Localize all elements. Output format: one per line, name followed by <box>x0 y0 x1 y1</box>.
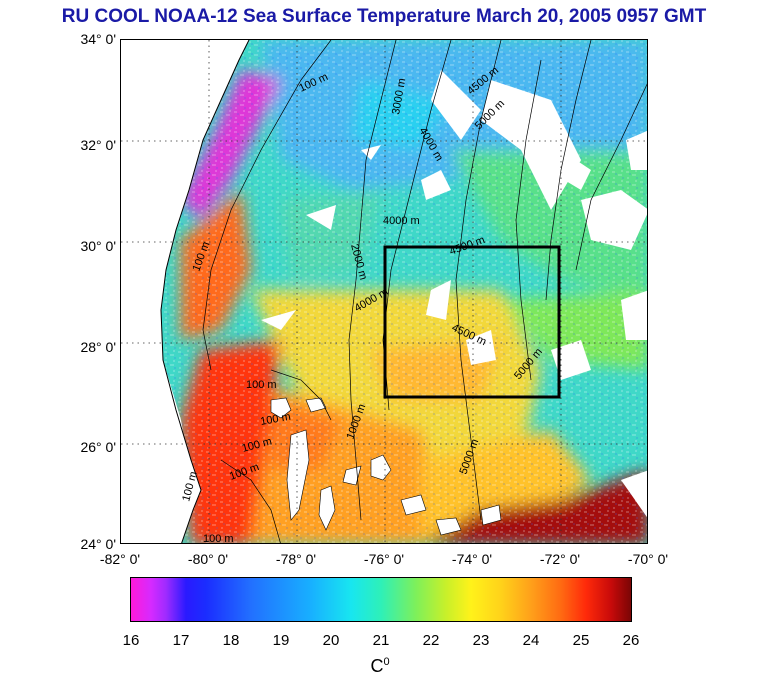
sst-map: 100 m 100 m 100 m 100 m 100 m 100 m 100 … <box>120 39 648 544</box>
lon-label-78: -78° 0' <box>275 551 317 567</box>
colorbar-tick-24: 24 <box>522 632 540 649</box>
colorbar-tick-16: 16 <box>122 632 140 649</box>
contour-label: 4000 m <box>383 215 420 227</box>
gulf-area <box>121 310 191 543</box>
map-title: RU COOL NOAA-12 Sea Surface Temperature … <box>61 6 707 27</box>
colorbar-unit-text: C <box>370 656 384 676</box>
cloud-patches <box>261 70 647 518</box>
lat-label-26: 26° 0' <box>80 439 116 455</box>
contour-label: 100 m <box>259 411 291 428</box>
colorbar-tick-21: 21 <box>372 632 390 649</box>
lon-label-74: -74° 0' <box>451 551 493 567</box>
study-area-box <box>383 245 561 399</box>
bahamas-islands <box>270 397 502 536</box>
lon-label-70: -70° 0' <box>627 551 669 567</box>
contour-label: 100 m <box>246 379 277 391</box>
colorbar-tick-22: 22 <box>422 632 440 649</box>
colorbar-unit: C0 <box>360 656 400 677</box>
lat-label-32: 32° 0' <box>80 137 116 153</box>
temperature-colorbar <box>130 577 632 622</box>
colorbar-tick-17: 17 <box>172 632 190 649</box>
lon-label-76: -76° 0' <box>363 551 405 567</box>
colorbar-tick-25: 25 <box>572 632 590 649</box>
contour-label: 100 m <box>203 533 234 544</box>
colorbar-tick-20: 20 <box>322 632 340 649</box>
colorbar-tick-19: 19 <box>272 632 290 649</box>
lon-label-82: -82° 0' <box>99 551 141 567</box>
lat-label-34: 34° 0' <box>80 31 116 47</box>
coastline <box>160 40 250 543</box>
colorbar-unit-superscript: 0 <box>383 656 390 668</box>
colorbar-tick-23: 23 <box>472 632 490 649</box>
colorbar-tick-26: 26 <box>622 632 640 649</box>
lon-label-80: -80° 0' <box>187 551 229 567</box>
lat-label-30: 30° 0' <box>80 238 116 254</box>
lat-label-24: 24° 0' <box>80 536 116 552</box>
colorbar-tick-18: 18 <box>222 632 240 649</box>
sst-map-canvas: 100 m 100 m 100 m 100 m 100 m 100 m 100 … <box>121 40 647 544</box>
lon-label-72: -72° 0' <box>539 551 581 567</box>
lat-label-28: 28° 0' <box>80 339 116 355</box>
